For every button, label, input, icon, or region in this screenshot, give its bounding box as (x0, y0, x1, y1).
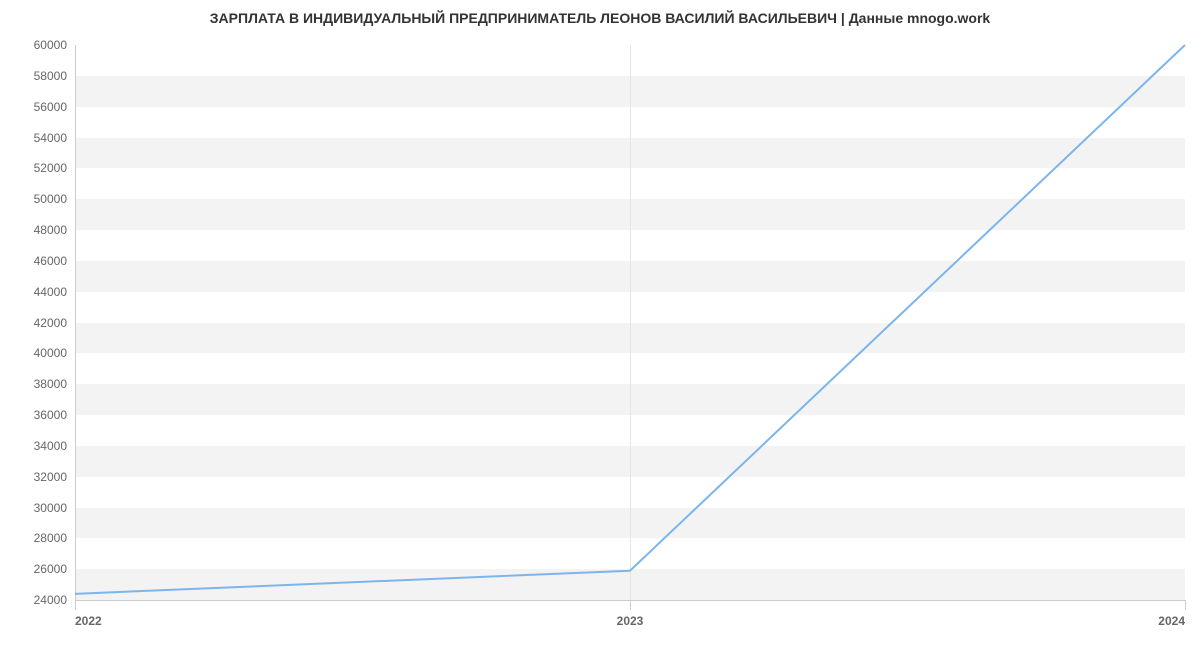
x-tick-mark (630, 600, 631, 610)
x-tick-mark (1185, 600, 1186, 610)
x-axis-label: 2024 (1158, 614, 1185, 628)
y-axis-label: 26000 (7, 562, 67, 576)
plot-area: 2400026000280003000032000340003600038000… (75, 45, 1185, 600)
y-axis-label: 36000 (7, 408, 67, 422)
chart-title: ЗАРПЛАТА В ИНДИВИДУАЛЬНЫЙ ПРЕДПРИНИМАТЕЛ… (0, 10, 1200, 26)
y-axis-label: 32000 (7, 470, 67, 484)
y-axis-label: 58000 (7, 69, 67, 83)
y-axis-label: 46000 (7, 254, 67, 268)
line-series (75, 45, 1185, 600)
y-axis-label: 30000 (7, 501, 67, 515)
y-axis-label: 54000 (7, 131, 67, 145)
y-axis-label: 40000 (7, 346, 67, 360)
y-axis-label: 44000 (7, 285, 67, 299)
x-axis-line (75, 600, 1185, 601)
y-axis-label: 38000 (7, 377, 67, 391)
y-axis-label: 42000 (7, 316, 67, 330)
y-axis-label: 60000 (7, 38, 67, 52)
y-axis-label: 56000 (7, 100, 67, 114)
series-path (75, 45, 1185, 594)
y-axis-label: 34000 (7, 439, 67, 453)
salary-chart: ЗАРПЛАТА В ИНДИВИДУАЛЬНЫЙ ПРЕДПРИНИМАТЕЛ… (0, 0, 1200, 650)
y-axis-label: 52000 (7, 161, 67, 175)
x-axis-label: 2023 (617, 614, 644, 628)
x-axis-label: 2022 (75, 614, 102, 628)
x-tick-mark (75, 600, 76, 610)
y-axis-label: 28000 (7, 531, 67, 545)
y-axis-label: 48000 (7, 223, 67, 237)
y-axis-label: 24000 (7, 593, 67, 607)
y-axis-label: 50000 (7, 192, 67, 206)
